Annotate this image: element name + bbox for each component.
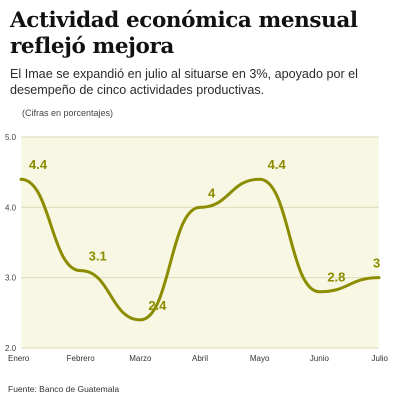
plot-background [21, 137, 379, 348]
data-label-1: 3.1 [89, 249, 107, 264]
x-tick-label-3: Abril [192, 354, 208, 363]
x-tick-label-1: Febrero [67, 354, 96, 363]
data-label-0: 4.4 [29, 157, 48, 172]
data-label-2: 2.4 [148, 298, 167, 313]
data-label-3: 4 [208, 185, 216, 200]
data-label-4: 4.4 [268, 157, 287, 172]
y-axis-ticks: 2.0 3.0 4.0 5.0 [5, 133, 17, 353]
x-axis-ticks: Enero Febrero Marzo Abril Mayo Junio Julio [8, 354, 389, 363]
data-labels: 4.4 3.1 2.4 4 4.4 2.8 3 [29, 157, 380, 313]
series-line [19, 177, 381, 322]
y-tick-label-1: 3.0 [5, 274, 17, 283]
x-tick-label-4: Mayo [250, 354, 270, 363]
y-tick-label-2: 4.0 [5, 203, 17, 212]
data-label-5: 2.8 [327, 270, 345, 285]
x-tick-label-5: Junio [310, 354, 330, 363]
source-note: Fuente: Banco de Guatemala [8, 384, 120, 394]
y-tick-label-0: 2.0 [5, 344, 17, 353]
x-tick-label-2: Marzo [129, 354, 152, 363]
units-note: (Cifras en porcentajes) [22, 108, 114, 118]
chart-subtitle: El Imae se expandió en julio al situarse… [10, 67, 358, 97]
x-tick-label-6: Julio [372, 354, 389, 363]
y-tick-label-3: 5.0 [5, 133, 17, 142]
data-label-6: 3 [373, 256, 380, 271]
x-tick-label-0: Enero [8, 354, 30, 363]
chart-title: Actividad económica mensual reflejó mejo… [10, 8, 358, 59]
